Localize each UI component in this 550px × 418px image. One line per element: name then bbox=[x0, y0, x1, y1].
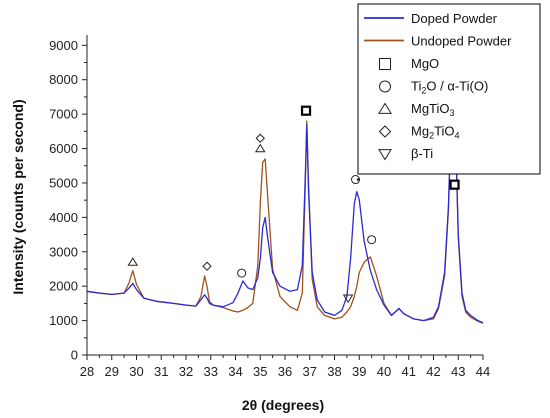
phase-marker-square-outline bbox=[300, 105, 312, 116]
x-tick-label: 38 bbox=[327, 364, 341, 379]
phase-marker-diamond bbox=[202, 261, 212, 271]
legend: Doped Powder Undoped Powder MgO Ti2O / α-Ti… bbox=[357, 3, 541, 175]
x-axis-title: 2θ (degrees) bbox=[242, 397, 324, 413]
x-tick-label: 35 bbox=[253, 364, 267, 379]
phase-marker-circle bbox=[351, 175, 361, 185]
x-tick-label: 29 bbox=[105, 364, 119, 379]
legend-symbol-diamond bbox=[378, 125, 392, 138]
x-tick-label: 39 bbox=[352, 364, 366, 379]
phase-marker-circle bbox=[237, 268, 247, 278]
legend-label: Undoped Powder bbox=[411, 34, 512, 49]
legend-symbol-triangle-up bbox=[378, 102, 392, 114]
y-axis-title: Intensity (counts per second) bbox=[10, 99, 26, 294]
y-tick-label: 0 bbox=[71, 348, 78, 363]
legend-box bbox=[357, 3, 541, 175]
x-tick-label: 33 bbox=[204, 364, 218, 379]
legend-label: Mg2TiO4 bbox=[411, 124, 460, 141]
phase-marker-triangle-up bbox=[254, 143, 266, 153]
x-tick-label: 41 bbox=[402, 364, 416, 379]
series-line-undoped-powder bbox=[86, 106, 484, 324]
phase-markers bbox=[127, 105, 460, 304]
x-tick-label: 37 bbox=[303, 364, 317, 379]
x-tick-label: 28 bbox=[80, 364, 94, 379]
legend-label: MgTiO3 bbox=[411, 101, 455, 118]
y-tick-label: 1000 bbox=[49, 313, 78, 328]
x-tick-label: 30 bbox=[129, 364, 143, 379]
x-axis-ticks: 28 29 30 31 32 33 34 35 36 37 38 39 40 41 42 43 44 bbox=[80, 355, 490, 379]
phase-marker-triangle-up bbox=[127, 257, 139, 266]
x-tick-label: 36 bbox=[278, 364, 292, 379]
x-tick-label: 44 bbox=[476, 364, 490, 379]
phase-marker-triangle-down bbox=[342, 294, 354, 304]
y-tick-label: 3000 bbox=[49, 244, 78, 259]
y-tick-label: 7000 bbox=[49, 107, 78, 122]
series-lines bbox=[86, 103, 484, 324]
series-line-doped-powder bbox=[86, 103, 484, 324]
y-tick-label: 5000 bbox=[49, 175, 78, 190]
y-tick-label: 8000 bbox=[49, 72, 78, 87]
legend-label: Doped Powder bbox=[411, 11, 498, 26]
y-axis-ticks: 0 1000 2000 3000 4000 5000 6000 7000 8000 9000 bbox=[49, 38, 87, 363]
x-tick-label: 42 bbox=[426, 364, 440, 379]
legend-label: Ti2O / α-Ti(O) bbox=[411, 79, 488, 96]
legend-symbol-circle bbox=[379, 80, 391, 93]
y-tick-label: 6000 bbox=[49, 141, 78, 156]
phase-marker-circle bbox=[367, 235, 377, 245]
legend-symbol-square bbox=[379, 58, 391, 70]
legend-label: β-Ti bbox=[411, 146, 433, 161]
phase-marker-circle-dot bbox=[356, 178, 360, 181]
y-tick-label: 2000 bbox=[49, 279, 78, 294]
legend-label: MgO bbox=[411, 56, 439, 71]
x-tick-label: 31 bbox=[154, 364, 168, 379]
x-tick-label: 32 bbox=[179, 364, 193, 379]
y-tick-label: 9000 bbox=[49, 38, 78, 53]
x-tick-label: 43 bbox=[451, 364, 465, 379]
x-tick-label: 34 bbox=[228, 364, 242, 379]
legend-symbol-triangle-down bbox=[378, 149, 392, 161]
x-tick-label: 40 bbox=[377, 364, 391, 379]
y-tick-label: 4000 bbox=[49, 210, 78, 225]
phase-marker-square-outline bbox=[449, 179, 460, 190]
phase-marker-diamond bbox=[255, 133, 265, 143]
